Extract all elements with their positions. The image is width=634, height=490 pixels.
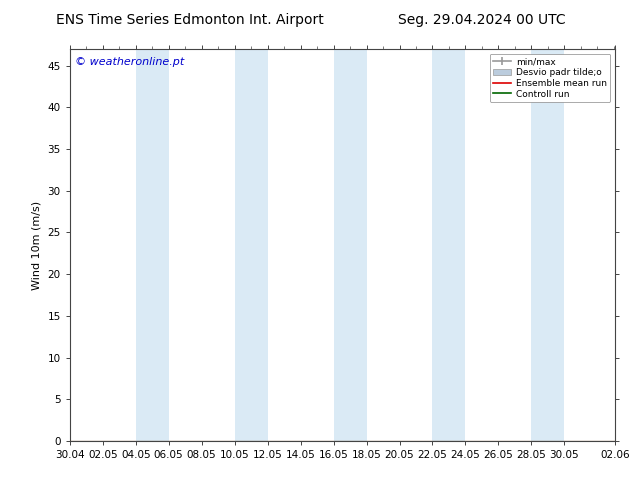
Text: © weatheronline.pt: © weatheronline.pt (75, 57, 184, 67)
Bar (251, 49, 268, 441)
Bar (333, 49, 350, 441)
Text: ENS Time Series Edmonton Int. Airport: ENS Time Series Edmonton Int. Airport (56, 13, 324, 26)
Legend: min/max, Desvio padr tilde;o, Ensemble mean run, Controll run: min/max, Desvio padr tilde;o, Ensemble m… (489, 53, 611, 102)
Bar (350, 49, 366, 441)
Text: Seg. 29.04.2024 00 UTC: Seg. 29.04.2024 00 UTC (398, 13, 566, 26)
Bar (136, 49, 152, 441)
Bar (548, 49, 564, 441)
Bar (235, 49, 251, 441)
Bar (449, 49, 465, 441)
Bar (432, 49, 449, 441)
Bar (531, 49, 548, 441)
Y-axis label: Wind 10m (m/s): Wind 10m (m/s) (32, 200, 42, 290)
Bar (152, 49, 169, 441)
